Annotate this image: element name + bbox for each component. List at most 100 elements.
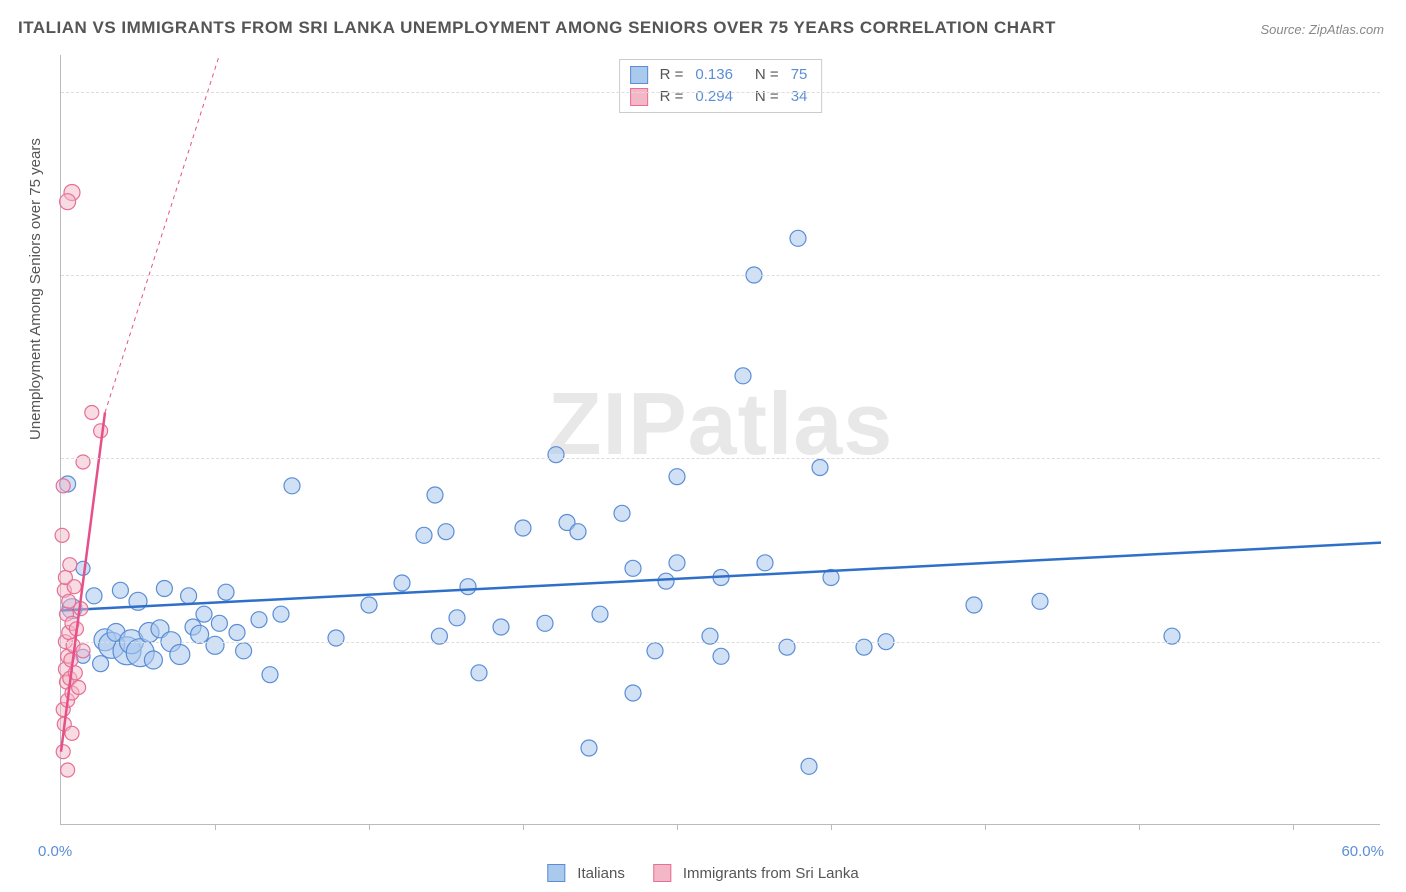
data-point <box>273 606 289 622</box>
x-tick <box>677 824 678 830</box>
data-point <box>229 625 245 641</box>
x-tick <box>369 824 370 830</box>
stats-n-label: N = <box>755 86 779 108</box>
legend-item: Immigrants from Sri Lanka <box>653 864 859 882</box>
data-point <box>56 745 70 759</box>
data-point <box>625 560 641 576</box>
data-point <box>416 527 432 543</box>
data-point <box>570 524 586 540</box>
stats-r-value: 0.136 <box>695 64 733 86</box>
data-point <box>211 615 227 631</box>
x-tick <box>831 824 832 830</box>
data-point <box>438 524 454 540</box>
stats-n-value: 75 <box>791 64 808 86</box>
data-point <box>515 520 531 536</box>
data-point <box>812 460 828 476</box>
legend-label: Immigrants from Sri Lanka <box>683 865 859 882</box>
data-point <box>156 581 172 597</box>
stats-r-value: 0.294 <box>695 86 733 108</box>
stats-n-label: N = <box>755 64 779 86</box>
data-point <box>284 478 300 494</box>
data-point <box>658 573 674 589</box>
data-point <box>493 619 509 635</box>
x-axis-origin-label: 0.0% <box>38 843 72 860</box>
data-point <box>86 588 102 604</box>
chart-svg <box>61 55 1380 824</box>
data-point <box>757 555 773 571</box>
stats-r-label: R = <box>660 86 684 108</box>
data-point <box>427 487 443 503</box>
y-tick-label: 20.0% <box>1390 450 1406 467</box>
bottom-legend: Italians Immigrants from Sri Lanka <box>547 864 858 882</box>
stats-n-value: 34 <box>791 86 808 108</box>
data-point <box>94 424 108 438</box>
data-point <box>328 630 344 646</box>
data-point <box>236 643 252 659</box>
x-tick <box>1293 824 1294 830</box>
data-point <box>647 643 663 659</box>
grid-line-h <box>61 275 1380 276</box>
data-point <box>669 469 685 485</box>
data-point <box>67 580 81 594</box>
x-tick <box>215 824 216 830</box>
data-point <box>614 505 630 521</box>
x-tick <box>523 824 524 830</box>
data-point <box>191 625 209 643</box>
data-point <box>76 455 90 469</box>
data-point <box>537 615 553 631</box>
data-point <box>471 665 487 681</box>
data-point <box>65 726 79 740</box>
stats-r-label: R = <box>660 64 684 86</box>
stats-row: R = 0.136 N = 75 <box>630 64 812 86</box>
plot-area: ZIPatlas R =0.136N =75R =0.294N =34 10.0… <box>60 55 1380 825</box>
data-point <box>112 582 128 598</box>
y-axis-label: Unemployment Among Seniors over 75 years <box>27 138 44 440</box>
x-tick <box>1139 824 1140 830</box>
data-point <box>76 644 90 658</box>
y-tick-label: 40.0% <box>1390 83 1406 100</box>
data-point <box>262 667 278 683</box>
data-point <box>713 648 729 664</box>
data-point <box>144 651 162 669</box>
data-point <box>62 594 76 608</box>
stats-row: R = 0.294 N = 34 <box>630 86 812 108</box>
x-tick <box>985 824 986 830</box>
grid-line-h <box>61 642 1380 643</box>
y-tick-label: 30.0% <box>1390 267 1406 284</box>
data-point <box>170 645 190 665</box>
data-point <box>56 479 70 493</box>
stats-box: R = 0.136 N = 75 R = 0.294 N = 34 <box>619 59 823 113</box>
legend-swatch <box>653 864 671 882</box>
data-point <box>72 681 86 695</box>
data-point <box>449 610 465 626</box>
source-label: Source: ZipAtlas.com <box>1260 22 1384 37</box>
trend-line <box>61 543 1381 611</box>
data-point <box>218 584 234 600</box>
data-point <box>669 555 685 571</box>
data-point <box>181 588 197 604</box>
legend-swatch <box>630 66 648 84</box>
grid-line-h <box>61 458 1380 459</box>
data-point <box>592 606 608 622</box>
data-point <box>60 194 76 210</box>
data-point <box>361 597 377 613</box>
data-point <box>196 606 212 622</box>
y-tick-label: 10.0% <box>1390 633 1406 650</box>
data-point <box>966 597 982 613</box>
x-axis-end-label: 60.0% <box>1341 843 1384 860</box>
data-point <box>625 685 641 701</box>
data-point <box>460 579 476 595</box>
data-point <box>790 230 806 246</box>
data-point <box>64 653 78 667</box>
data-point <box>548 447 564 463</box>
data-point <box>93 656 109 672</box>
grid-line-h <box>61 92 1380 93</box>
data-point <box>55 528 69 542</box>
chart-title: ITALIAN VS IMMIGRANTS FROM SRI LANKA UNE… <box>18 18 1056 38</box>
data-point <box>251 612 267 628</box>
data-point <box>801 758 817 774</box>
legend-item: Italians <box>547 864 625 882</box>
trend-line-extension <box>105 55 219 413</box>
data-point <box>85 406 99 420</box>
data-point <box>206 636 224 654</box>
